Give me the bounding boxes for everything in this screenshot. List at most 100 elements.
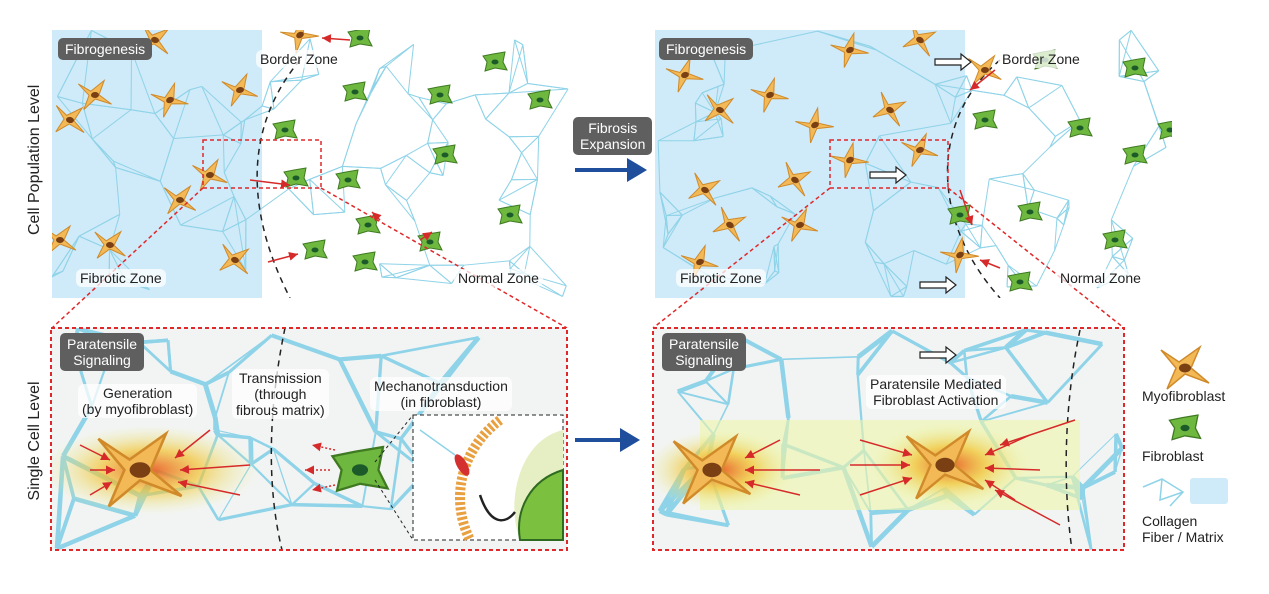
collagen-fiber: [381, 276, 397, 279]
collagen-fiber: [777, 243, 780, 273]
collagen-fiber: [514, 39, 524, 46]
collagen-fiber: [870, 45, 936, 85]
collagen-fiber: [883, 263, 892, 297]
collagen-fiber: [508, 88, 569, 94]
legend: [1142, 344, 1228, 507]
tr-fibrogenesis-tag: Fibrogenesis: [659, 38, 754, 60]
collagen-fiber: [309, 165, 343, 180]
myofibroblast-cell: [704, 94, 735, 124]
collagen-fiber: [1110, 166, 1134, 221]
collagen-fiber: [981, 178, 990, 226]
collagen-fiber: [1082, 470, 1116, 490]
signal-arrow: [984, 463, 1041, 473]
collagen-fiber: [751, 187, 778, 208]
collagen-fiber: [1010, 395, 1048, 404]
myofibroblast-nucleus: [796, 221, 804, 229]
collagen-fiber: [981, 401, 1048, 423]
collagen-fiber: [82, 102, 132, 111]
collagen-fiber: [955, 89, 973, 98]
fibroblast-cell: [1007, 271, 1033, 292]
collagen-fiber: [379, 44, 414, 70]
collagen-fiber: [538, 88, 569, 137]
collagen-fiber: [130, 109, 155, 115]
fibroblast-cell: [302, 239, 328, 260]
collagen-fiber: [288, 188, 314, 215]
bl-paratensile-tag: Paratensile Signaling: [60, 333, 145, 371]
border-zone-line: [270, 328, 286, 550]
myofibroblast-cell: [221, 72, 258, 107]
collagen-fiber: [1028, 85, 1063, 109]
myofibroblast-nucleus: [956, 251, 964, 259]
collagen-fiber: [864, 135, 880, 164]
collagen-fiber: [764, 272, 780, 285]
myofibroblast-cell: [712, 206, 748, 242]
fibroblast-nucleus: [351, 464, 369, 476]
collagen-fiber: [1056, 199, 1070, 219]
collagen-fiber: [379, 65, 387, 70]
collagen-fiber: [341, 123, 357, 167]
signal-arrow: [969, 69, 996, 91]
collagen-fiber: [537, 136, 540, 180]
collagen-fiber: [78, 213, 120, 237]
mechanotransduction-label: Mechanotransduction (in fibroblast): [370, 377, 512, 411]
myofibroblast-nucleus: [206, 171, 214, 179]
collagen-fiber: [777, 213, 796, 245]
collagen-fiber: [159, 138, 175, 182]
signal-arrow: [859, 439, 913, 457]
collagen-fiber: [261, 81, 271, 107]
myofibroblast-cell: [688, 172, 722, 206]
collagen-fiber: [773, 246, 776, 271]
collagen-fiber: [989, 178, 1035, 191]
collagen-fiber: [245, 188, 290, 221]
collagen-fiber: [313, 211, 345, 216]
collagen-fiber: [764, 246, 775, 285]
collagen-fiber: [380, 168, 386, 185]
signal-arrow: [419, 231, 433, 241]
fibroblast-nucleus: [1111, 237, 1119, 243]
collagen-fiber: [53, 235, 80, 275]
collagen-fiber: [485, 92, 510, 120]
collagen-fiber: [1054, 224, 1065, 251]
collagen-fiber: [934, 84, 952, 124]
fibroblast-nucleus: [344, 177, 352, 183]
myofibroblast-nucleus: [811, 121, 819, 129]
collagen-fiber: [1081, 446, 1124, 490]
collagen-fiber: [509, 246, 531, 270]
myofibroblast-cell: [52, 224, 77, 255]
border-zone-line: [256, 59, 301, 298]
myofibroblast-cell: [830, 31, 869, 68]
collagen-fiber: [874, 261, 892, 297]
fibroblast-nucleus: [292, 175, 300, 181]
collagen-fiber: [113, 160, 161, 182]
collagen-fiber: [342, 165, 381, 169]
collagen-fiber: [979, 225, 983, 248]
collagen-fiber: [375, 430, 402, 441]
myofibroblast-cell: [830, 141, 869, 179]
myofibroblast-nucleus: [151, 36, 159, 44]
collagen-fiber: [474, 94, 487, 120]
collagen-fiber: [173, 134, 224, 140]
fibroblast-nucleus: [351, 89, 359, 95]
collagen-fiber: [56, 513, 136, 550]
collagen-fiber: [781, 356, 859, 361]
collagen-fiber: [727, 368, 735, 405]
collagen-fiber: [717, 83, 725, 87]
myofibroblast-cell: [97, 429, 183, 508]
collagen-fiber: [427, 141, 449, 144]
collagen-fiber: [309, 179, 346, 213]
collagen-fiber: [1114, 433, 1124, 449]
border-zone-line: [1065, 329, 1081, 550]
myofibroblast-cell: [872, 91, 907, 127]
collagen-fiber: [273, 79, 303, 110]
collagen-fiber: [429, 172, 444, 176]
top-left-panel: [52, 30, 570, 298]
fibroblast-cell: [972, 109, 998, 130]
collagen-fiber: [701, 92, 716, 113]
collagen-fiber: [667, 214, 683, 235]
fibroblast-nucleus: [361, 259, 369, 265]
fibroblast-cell: [1122, 57, 1148, 78]
signal-arrow: [174, 429, 211, 459]
bl-panel-frame: [50, 327, 568, 551]
collagen-fiber: [91, 138, 114, 162]
collagen-fiber: [115, 167, 161, 182]
